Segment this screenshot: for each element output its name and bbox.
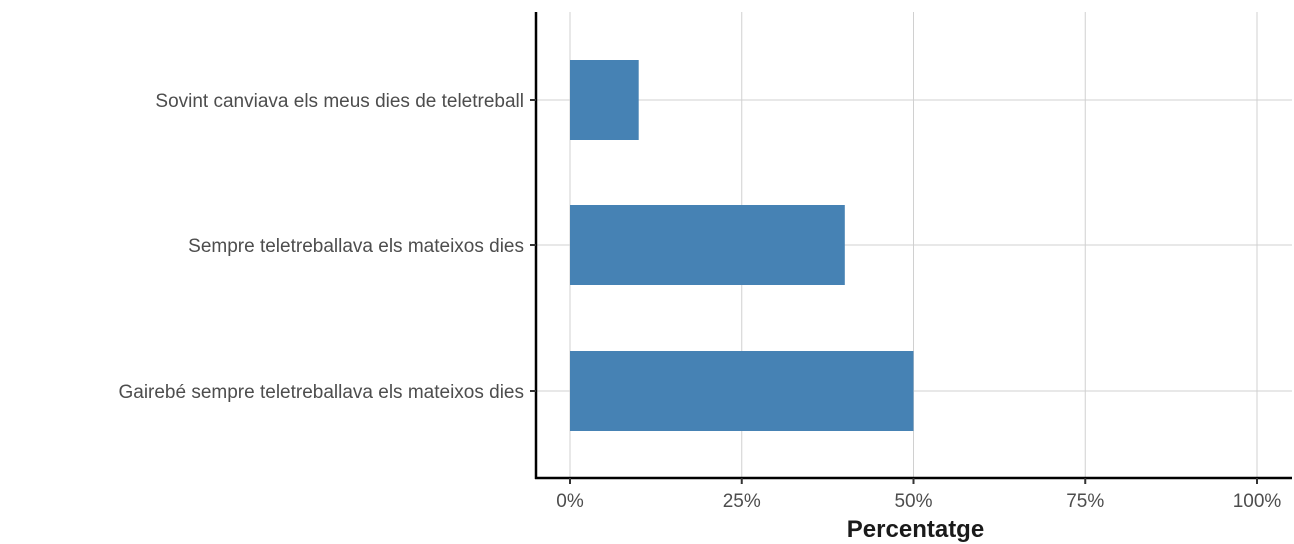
x-tick-label-0: 0% (556, 491, 584, 512)
x-tick-label-2: 50% (894, 491, 932, 512)
x-tick-label-3: 75% (1066, 491, 1104, 512)
y-tick-label-1: Sempre teletreballava els mateixos dies (188, 236, 524, 257)
x-tick-label-4: 100% (1233, 491, 1282, 512)
y-tick-label-2: Gairebé sempre teletreballava els mateix… (118, 382, 524, 403)
x-tick-label-1: 25% (723, 491, 761, 512)
axes (530, 12, 1292, 484)
bar-1 (570, 205, 845, 285)
bar-2 (570, 351, 914, 431)
y-tick-label-0: Sovint canviava els meus dies de teletre… (155, 91, 524, 112)
tick-labels: Sovint canviava els meus dies de teletre… (118, 91, 1281, 512)
x-axis-title: Percentatge (847, 516, 984, 543)
bars (570, 60, 914, 431)
bar-0 (570, 60, 639, 140)
